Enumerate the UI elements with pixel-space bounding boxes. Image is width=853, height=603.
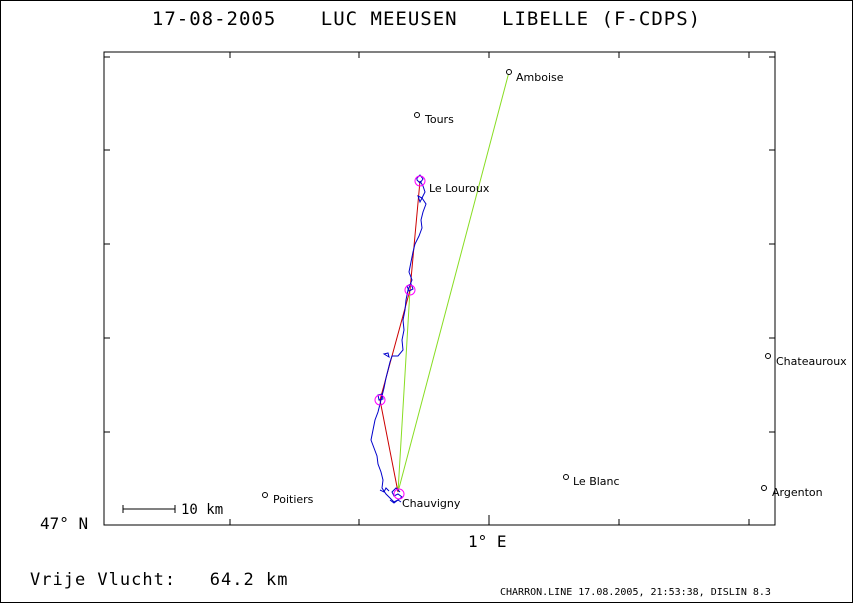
svg-text:Tours: Tours: [424, 113, 454, 126]
svg-text:Le Blanc: Le Blanc: [573, 475, 620, 488]
pilot-name: LUC MEEUSEN: [320, 8, 458, 30]
town-argenton: Argenton: [761, 485, 823, 499]
turnpoint-markers: [374, 175, 426, 500]
glider-name: LIBELLE (F-CDPS): [502, 8, 702, 30]
town-poitiers: Poitiers: [262, 492, 314, 506]
town-amboise: Amboise: [506, 69, 564, 84]
optimized-route: [379, 180, 421, 493]
flight-date: 17-08-2005: [151, 8, 277, 30]
svg-text:Poitiers: Poitiers: [273, 493, 314, 506]
footer-info: CHARRON.LINE 17.08.2005, 21:53:38, DISLI…: [500, 587, 771, 598]
svg-text:Chateauroux: Chateauroux: [776, 355, 847, 368]
turnpoint-marker-3: [374, 394, 386, 406]
latitude-label: 47° N: [40, 514, 89, 533]
scale-bar: [122, 505, 176, 513]
svg-text:Argenton: Argenton: [772, 486, 823, 499]
declared-route: [397, 71, 510, 493]
gps-track: [370, 180, 427, 503]
flight-distance: Vrije Vlucht: 64.2 km: [30, 570, 288, 590]
towns-layer: Amboise Tours Le Louroux Chateauroux Cha…: [262, 69, 847, 510]
scale-bar-label: 10 km: [181, 502, 223, 518]
town-le-blanc: Le Blanc: [563, 474, 620, 488]
turnpoint-marker-4: [393, 488, 405, 500]
svg-text:Le Louroux: Le Louroux: [429, 182, 490, 195]
town-tours: Tours: [414, 112, 454, 126]
turnpoint-marker-2: [404, 284, 416, 296]
flight-distance-value: 64.2 km: [209, 570, 289, 590]
left-axis-ticks: [104, 56, 775, 433]
map-title: 17-08-2005 LUC MEEUSEN LIBELLE (F-CDPS): [0, 8, 853, 30]
bottom-axis-ticks: [229, 52, 750, 525]
town-le-louroux: Le Louroux: [429, 182, 490, 195]
longitude-label: 1° E: [468, 532, 507, 551]
town-chauvigny: Chauvigny: [402, 497, 461, 510]
flight-distance-label: Vrije Vlucht:: [30, 570, 177, 590]
svg-text:Amboise: Amboise: [516, 71, 564, 84]
svg-text:Chauvigny: Chauvigny: [402, 497, 461, 510]
town-chateauroux: Chateauroux: [765, 353, 847, 368]
track-squiggles: [377, 174, 424, 504]
plot-border: [103, 51, 776, 526]
turnpoint-marker-1: [414, 175, 426, 187]
